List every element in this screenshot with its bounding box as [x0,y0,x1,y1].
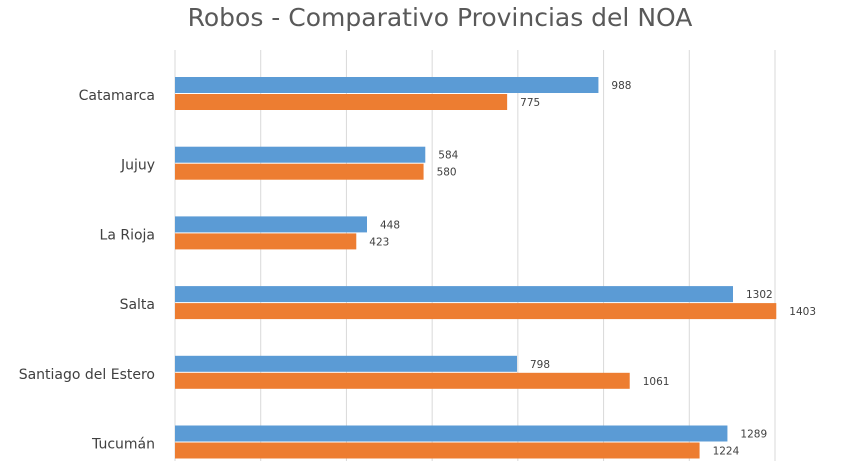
bar [175,146,426,163]
data-label: 1403 [789,306,816,318]
bar [175,286,733,303]
category-label: La Rioja [100,227,155,243]
bar [175,216,367,233]
category-label: Santiago del Estero [19,367,155,383]
category-label: Catamarca [79,88,155,104]
data-label: 1289 [740,429,767,441]
category-label: Jujuy [120,158,155,174]
data-label: 423 [369,236,389,248]
bar [175,303,777,320]
bar [175,77,599,93]
bar [175,233,357,250]
bar [175,425,728,442]
bar [175,372,630,389]
data-label: 580 [437,167,457,179]
category-label: Tucumán [91,437,155,453]
data-label: 448 [380,219,400,231]
data-label: 798 [530,359,550,371]
data-label: 1302 [746,289,773,301]
bar [175,163,424,180]
chart-title: Robos - Comparativo Provincias del NOA [187,3,693,32]
data-label: 584 [438,150,458,162]
data-label: 775 [520,97,540,109]
bar [175,355,517,372]
bar [175,94,508,110]
data-label: 988 [611,80,631,92]
data-label: 1224 [713,446,740,458]
data-label: 1061 [643,376,670,388]
category-label: Salta [120,297,155,313]
bar [175,442,700,459]
